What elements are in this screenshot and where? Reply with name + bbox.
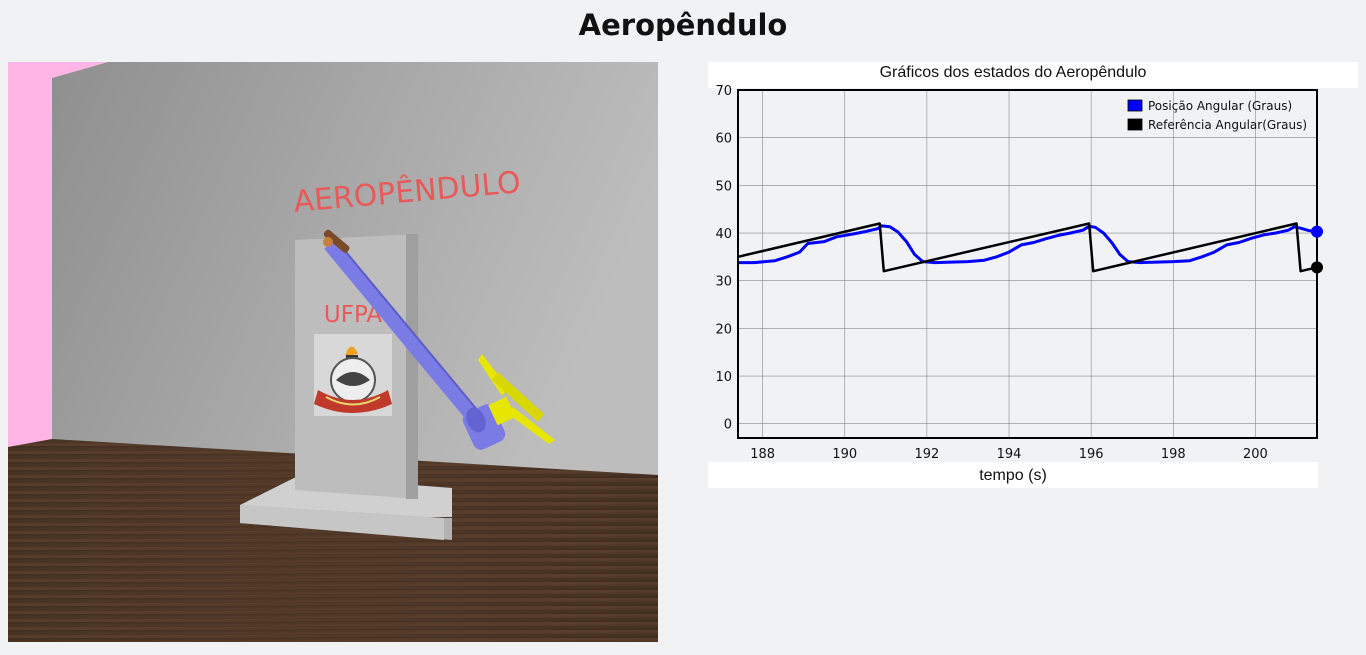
state-chart-panel: Gráficos dos estados do Aeropêndulo temp… [708, 62, 1358, 492]
x-tick-label: 194 [997, 447, 1022, 462]
x-tick-label: 190 [832, 447, 857, 462]
x-tick-label: 200 [1243, 447, 1268, 462]
current-point-0 [1311, 225, 1323, 238]
series-group [737, 222, 1318, 273]
y-tick-label: 20 [715, 322, 732, 337]
x-tick-label: 192 [914, 447, 939, 462]
y-tick-label: 50 [715, 179, 732, 194]
page-title: Aeropêndulo [578, 8, 788, 42]
3d-scene: AEROPÊNDULO UFPA [8, 62, 658, 642]
propeller-hub [488, 396, 516, 426]
y-tick-label: 0 [724, 418, 732, 433]
ufpa-logo [314, 334, 392, 416]
grid [738, 89, 1317, 438]
x-axis-label: tempo (s) [979, 467, 1047, 484]
y-tick-label: 70 [715, 84, 732, 99]
x-tick-label: 188 [750, 447, 775, 462]
propeller [478, 354, 555, 444]
y-tick-label: 60 [715, 132, 732, 147]
x-tick-label: 196 [1079, 447, 1104, 462]
pink-side-wall [8, 62, 108, 447]
y-tick-label: 40 [715, 227, 732, 242]
current-point-1 [1311, 261, 1323, 274]
3d-scene-viewport[interactable]: AEROPÊNDULO UFPA [8, 62, 658, 642]
y-tick-label: 30 [715, 275, 732, 290]
y-tick-label: 10 [715, 370, 732, 385]
legend-swatch [1127, 118, 1143, 131]
pivot-axis [323, 229, 350, 253]
legend-swatch [1127, 99, 1143, 112]
legend: Posição Angular (Graus) Referência Angula… [1127, 99, 1307, 132]
legend-entry: Referência Angular(Graus) [1148, 118, 1307, 132]
state-chart[interactable]: 188 190 192 194 196 198 200 0 10 20 30 40 50 60 70 Pos… [708, 62, 1358, 462]
chart-title: Gráficos dos estados do Aeropêndulo [879, 64, 1147, 81]
wooden-floor [8, 439, 658, 642]
chart-title-box: Gráficos dos estados do Aeropêndulo [708, 62, 1358, 88]
series-line-referencia [737, 222, 1318, 273]
series-line-posicao [738, 224, 1318, 265]
legend-entry: Posição Angular (Graus) [1148, 99, 1292, 113]
x-axis-label-box: tempo (s) [708, 462, 1318, 488]
current-points [1311, 225, 1323, 274]
x-tick-label: 198 [1161, 447, 1186, 462]
plot-area [738, 90, 1317, 438]
ticks: 188 190 192 194 196 198 200 0 10 20 30 40 50 60 70 [715, 84, 1267, 462]
pendulum-arm [324, 239, 488, 432]
